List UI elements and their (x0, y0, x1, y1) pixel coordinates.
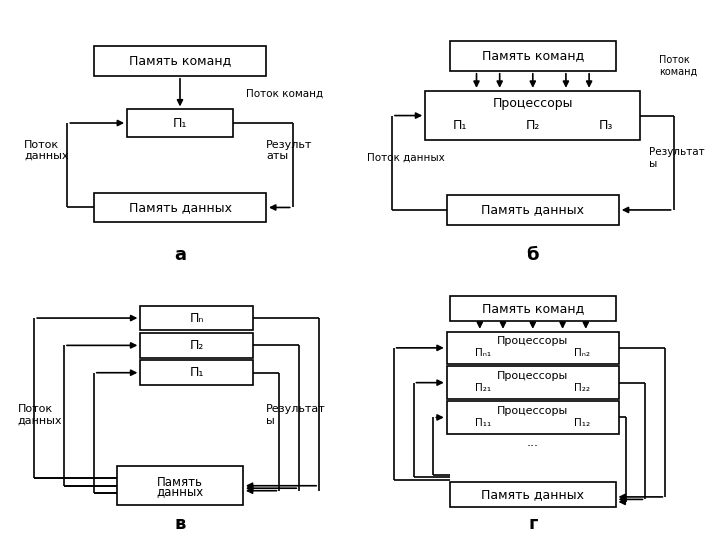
Text: П₂: П₂ (526, 119, 540, 132)
Text: П₂: П₂ (189, 339, 204, 352)
Text: Результ
аты: Результ аты (266, 139, 312, 161)
Bar (446, 332, 619, 364)
Text: б: б (526, 246, 539, 264)
Bar (117, 467, 243, 505)
Bar (140, 306, 253, 330)
Text: П₁₂: П₁₂ (575, 418, 590, 428)
Text: а: а (174, 246, 186, 264)
Bar (127, 110, 233, 137)
Text: Память команд: Память команд (482, 50, 584, 63)
Text: П₁₁: П₁₁ (475, 418, 491, 428)
Bar (450, 41, 616, 71)
Text: Процессоры: Процессоры (498, 336, 568, 346)
Text: ...: ... (527, 436, 539, 449)
Text: Поток
команд: Поток команд (659, 55, 697, 77)
Bar (450, 482, 616, 507)
Bar (446, 367, 619, 399)
Text: П₂₂: П₂₂ (575, 383, 590, 393)
Text: Память данных: Память данных (128, 201, 232, 214)
Text: Память данных: Память данных (481, 204, 585, 217)
Text: Пₙ₁: Пₙ₁ (475, 348, 491, 359)
Text: Поток данных: Поток данных (367, 153, 445, 163)
Text: Пₙ: Пₙ (189, 312, 204, 325)
Text: г: г (528, 515, 538, 533)
Text: Память команд: Память команд (482, 302, 584, 315)
Text: в: в (174, 515, 186, 533)
Bar (446, 401, 619, 434)
Text: П₁: П₁ (173, 117, 187, 130)
Text: П₃: П₃ (598, 119, 613, 132)
Text: Память: Память (157, 476, 203, 489)
Bar (450, 296, 616, 321)
Text: Результат
ы: Результат ы (266, 404, 326, 426)
Text: Поток команд: Поток команд (246, 88, 323, 98)
Bar (140, 360, 253, 385)
Text: Процессоры: Процессоры (492, 97, 573, 110)
Text: Память данных: Память данных (481, 488, 585, 501)
Bar (94, 46, 266, 76)
Bar (446, 195, 619, 225)
Text: П₁: П₁ (189, 366, 204, 379)
Bar (94, 193, 266, 222)
Text: Поток
данных: Поток данных (24, 139, 69, 161)
Text: П₁: П₁ (453, 119, 467, 132)
Text: П₂₁: П₂₁ (475, 383, 491, 393)
Bar (425, 91, 641, 140)
Text: Процессоры: Процессоры (498, 371, 568, 381)
Text: Поток
данных: Поток данных (18, 404, 62, 426)
Text: Процессоры: Процессоры (498, 406, 568, 416)
Text: Память команд: Память команд (129, 55, 231, 68)
Text: Результат
ы: Результат ы (649, 147, 704, 168)
Text: Пₙ₂: Пₙ₂ (575, 348, 590, 359)
Text: данных: данных (156, 485, 204, 498)
Bar (140, 333, 253, 358)
